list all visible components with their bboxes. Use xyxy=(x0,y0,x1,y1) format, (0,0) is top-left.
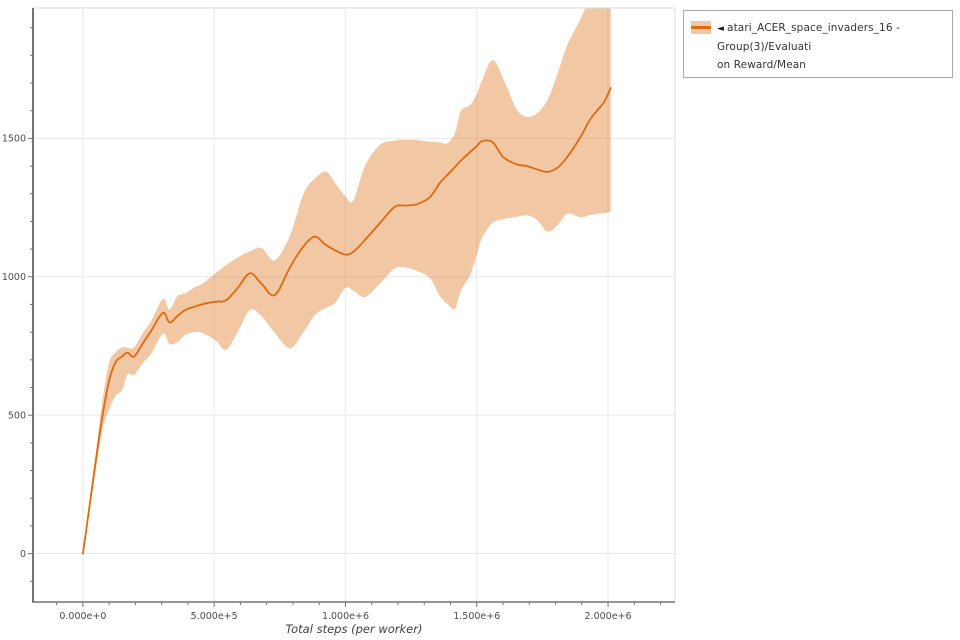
y-tick-label: 0 xyxy=(20,549,26,560)
x-axis-title: Total steps (per worker) xyxy=(285,622,423,636)
mean-line xyxy=(82,87,612,555)
legend: ◄ atari_ACER_space_invaders_16 - Group(3)… xyxy=(683,10,953,78)
legend-series-swatch[interactable] xyxy=(691,21,711,34)
x-tick-label: 1.500e+6 xyxy=(453,611,500,622)
gridlines xyxy=(33,8,675,602)
x-tick-label: 2.000e+6 xyxy=(585,611,632,622)
legend-label-text2: on Reward/Mean xyxy=(717,59,807,71)
y-tick-label: 1000 xyxy=(2,272,26,283)
legend-label-line1: ◄ atari_ACER_space_invaders_16 - Group(3)… xyxy=(717,22,900,53)
legend-series-item[interactable]: ◄ atari_ACER_space_invaders_16 - Group(3)… xyxy=(717,19,944,74)
legend-swatch-line xyxy=(691,26,711,29)
y-tick-label: 500 xyxy=(8,410,26,421)
x-tick-label: 0.000e+0 xyxy=(59,611,106,622)
x-tick-label: 1.000e+6 xyxy=(322,611,369,622)
tick-labels: 0.000e+0 5.000e+5 1.000e+6 1.500e+6 2.000e+6… xyxy=(2,134,632,622)
x-tick-label: 5.000e+5 xyxy=(191,611,238,622)
y-tick-label: 1500 xyxy=(2,134,26,145)
series-atari_ACER_space_invaders_16 - Group(3)/Evaluation Reward/Mean xyxy=(82,8,612,555)
collapse-triangle-icon[interactable]: ◄ xyxy=(717,24,725,34)
legend-label-text1: atari_ACER_space_invaders_16 - Group(3)/… xyxy=(717,22,900,53)
